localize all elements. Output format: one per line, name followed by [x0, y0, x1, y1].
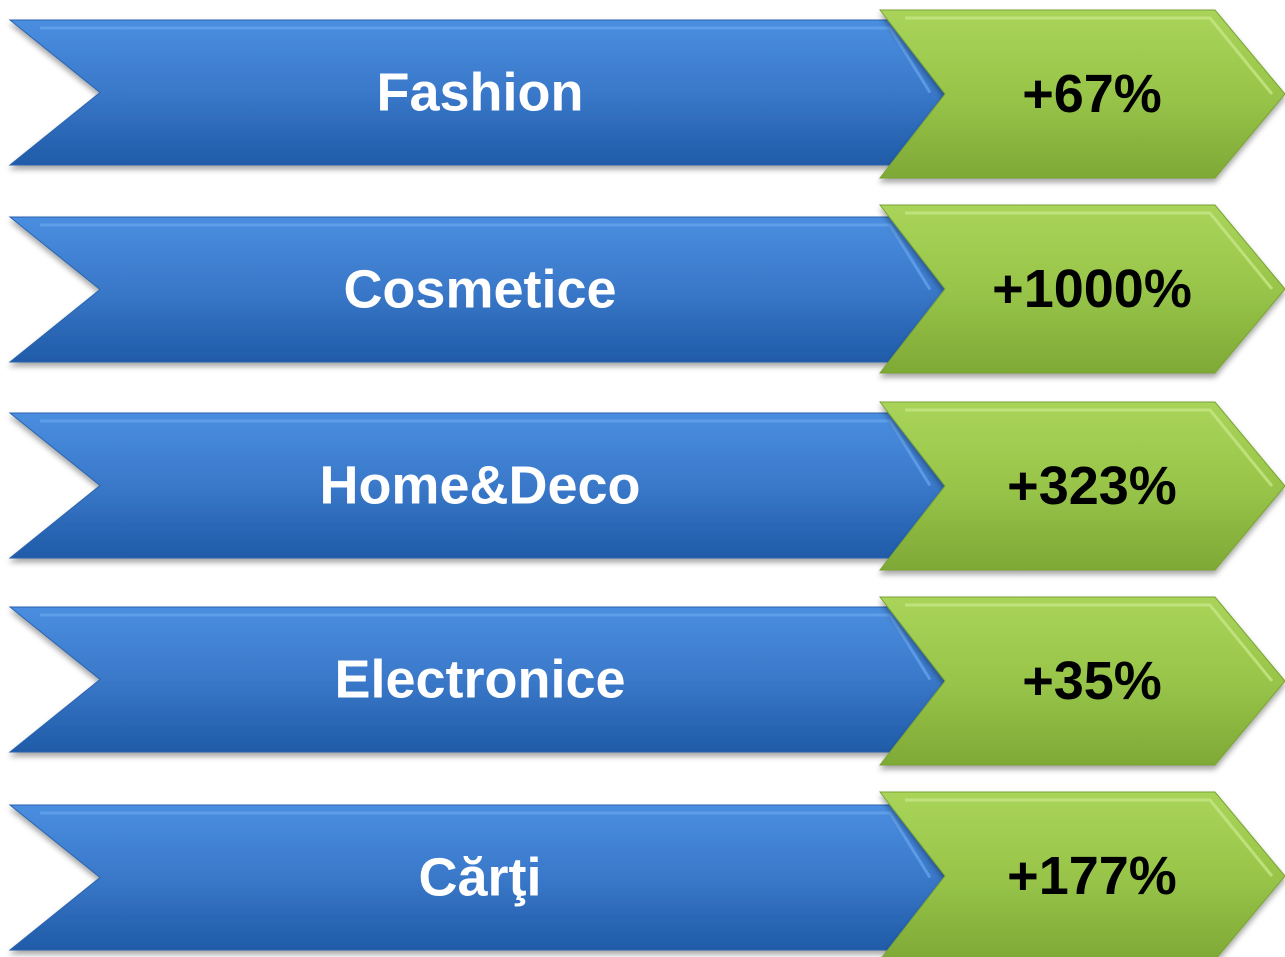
change-label: +1000% — [992, 259, 1192, 319]
blue-bevel — [40, 419, 932, 487]
category-label: Home&Deco — [319, 456, 640, 516]
green-chevron — [878, 9, 1285, 179]
green-bevel — [905, 798, 1274, 877]
category-label: Cărţi — [418, 848, 541, 908]
change-label: +323% — [1007, 456, 1177, 516]
green-chevron — [878, 401, 1285, 571]
change-label: +67% — [1022, 64, 1162, 124]
category-label: Fashion — [376, 63, 583, 123]
blue-bevel — [40, 26, 932, 94]
green-chevron — [878, 204, 1285, 374]
change-label: +35% — [1022, 651, 1162, 711]
green-bevel — [905, 408, 1274, 487]
blue-bevel — [40, 811, 932, 879]
category-label: Cosmetice — [343, 260, 616, 320]
green-chevron — [878, 596, 1285, 766]
green-bevel — [905, 16, 1274, 95]
green-bevel — [905, 211, 1274, 290]
change-label: +177% — [1007, 846, 1177, 906]
category-label: Electronice — [334, 650, 625, 710]
green-chevron — [878, 791, 1285, 957]
blue-bevel — [40, 223, 932, 291]
green-bevel — [905, 603, 1274, 682]
blue-bevel — [40, 613, 932, 681]
